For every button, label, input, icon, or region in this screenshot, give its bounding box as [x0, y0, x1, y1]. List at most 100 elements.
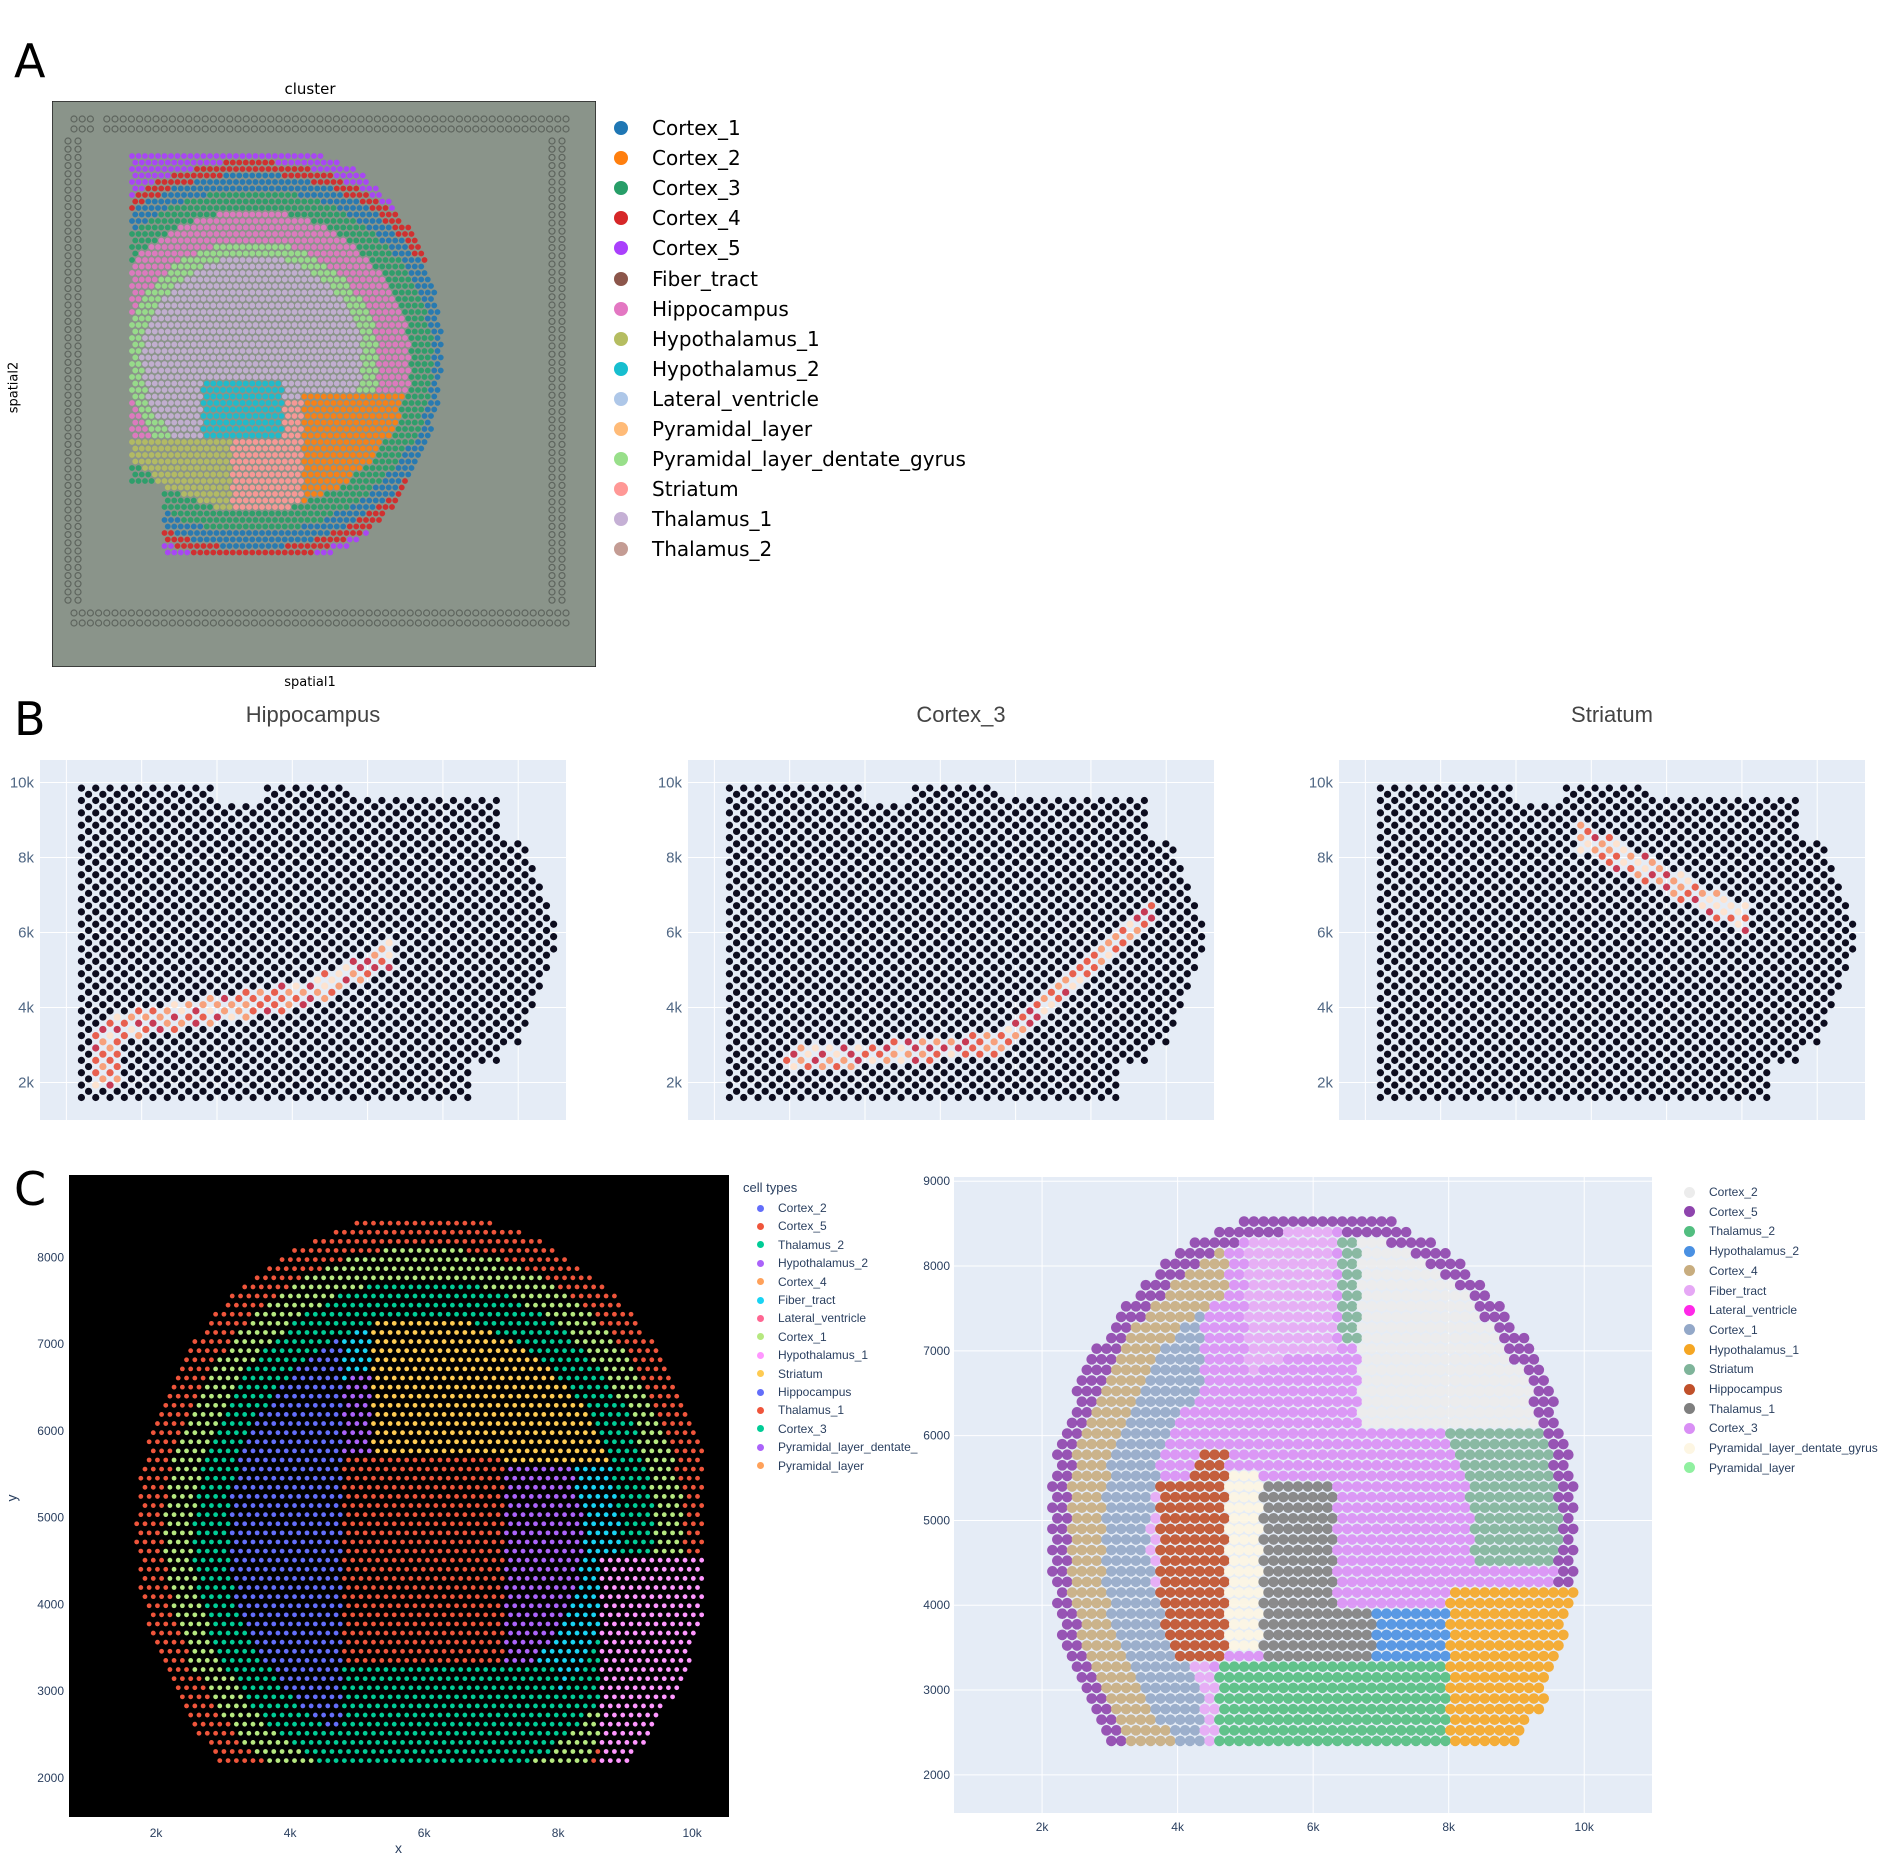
subplot-striatum: 20003000400050006000700080002k4k6k8k10k	[1299, 750, 1865, 1130]
legend-swatch	[1684, 1226, 1695, 1237]
legend-label: Thalamus_2	[652, 537, 772, 561]
legend-item-a: Cortex_5	[614, 236, 741, 260]
legend-label: Cortex_1	[1709, 1323, 1758, 1337]
legend-swatch	[1684, 1443, 1695, 1454]
y-tick-label: 8000	[923, 1259, 950, 1273]
legend-swatch	[614, 302, 628, 316]
legend-item-c-right: Thalamus_1	[1684, 1402, 1775, 1416]
legend-swatch	[1684, 1206, 1695, 1217]
legend-item-a: Pyramidal_layer	[614, 417, 812, 441]
x-tick-label: 6000	[1650, 1127, 1683, 1130]
legend-item-c-left: Hypothalamus_1	[757, 1348, 868, 1362]
legend-label: Striatum	[778, 1367, 823, 1381]
legend-item-c-right: Hypothalamus_2	[1684, 1244, 1799, 1258]
legend-label: Lateral_ventricle	[652, 387, 819, 411]
legend-item-c-left: Lateral_ventricle	[757, 1311, 866, 1325]
legend-label: Pyramidal_layer_dentate_gyrus	[1709, 1441, 1878, 1455]
legend-item-c-right: Hippocampus	[1684, 1382, 1782, 1396]
panel-a-title: cluster	[240, 80, 380, 98]
legend-swatch	[614, 362, 628, 376]
legend-label: Thalamus_2	[778, 1238, 844, 1252]
y-tick-label: 6k	[18, 925, 34, 942]
subplot-hippocampus: 20003000400050006000700080002k4k6k8k10k	[0, 750, 566, 1130]
legend-label: Striatum	[652, 477, 739, 501]
legend-item-c-right: Thalamus_2	[1684, 1224, 1775, 1238]
legend-label: Cortex_5	[1709, 1205, 1758, 1219]
legend-label: Cortex_5	[652, 236, 741, 260]
legend-label: Cortex_1	[778, 1330, 827, 1344]
legend-label: Pyramidal_layer	[652, 417, 812, 441]
legend-swatch	[614, 241, 628, 255]
legend-swatch	[1684, 1423, 1695, 1434]
legend-swatch	[757, 1462, 764, 1469]
legend-swatch	[757, 1297, 764, 1304]
legend-item-c-left: Cortex_3	[757, 1422, 827, 1436]
panel-c-left-ylabel: y	[4, 1495, 20, 1502]
x-tick-label: 7000	[1725, 1127, 1758, 1130]
y-tick-label: 4000	[37, 1597, 64, 1611]
legend-item-c-right: Cortex_2	[1684, 1185, 1758, 1199]
legend-swatch	[614, 151, 628, 165]
y-tick-label: 10k	[658, 775, 683, 792]
x-tick-label: 10k	[1575, 1820, 1595, 1834]
legend-swatch	[757, 1389, 764, 1396]
legend-swatch	[1684, 1265, 1695, 1276]
legend-item-c-right: Fiber_tract	[1684, 1284, 1766, 1298]
legend-label: Thalamus_2	[1709, 1224, 1775, 1238]
legend-swatch	[757, 1407, 764, 1414]
legend-label: Cortex_2	[652, 146, 741, 170]
legend-item-c-left: Pyramidal_layer	[757, 1459, 864, 1473]
y-tick-label: 4k	[1317, 1000, 1333, 1017]
y-tick-label: 6k	[1317, 925, 1333, 942]
legend-item-a: Cortex_3	[614, 176, 741, 200]
y-tick-label: 2k	[18, 1075, 34, 1092]
legend-label: Lateral_ventricle	[1709, 1303, 1797, 1317]
legend-item-c-right: Lateral_ventricle	[1684, 1303, 1797, 1317]
x-tick-label: 4000	[1499, 1127, 1532, 1130]
legend-swatch	[614, 452, 628, 466]
y-tick-label: 7000	[37, 1337, 64, 1351]
legend-label: Hypothalamus_2	[1709, 1244, 1799, 1258]
legend-label: Cortex_4	[1709, 1264, 1758, 1278]
y-tick-label: 7000	[923, 1344, 950, 1358]
legend-item-c-right: Cortex_5	[1684, 1205, 1758, 1219]
y-tick-label: 3000	[37, 1684, 64, 1698]
legend-label: Pyramidal_layer_dentate_	[778, 1440, 917, 1454]
legend-swatch	[757, 1352, 764, 1359]
x-tick-label: 6k	[418, 1826, 432, 1840]
legend-label: Fiber_tract	[1709, 1284, 1766, 1298]
legend-item-a: Hypothalamus_2	[614, 357, 820, 381]
legend-swatch	[614, 332, 628, 346]
legend-label: Cortex_2	[778, 1201, 827, 1215]
y-tick-label: 9000	[923, 1174, 950, 1188]
panel-a-xlabel: spatial1	[250, 675, 370, 690]
x-tick-label: 8000	[502, 1127, 535, 1130]
legend-item-c-right: Pyramidal_layer_dentate_gyrus	[1684, 1441, 1878, 1455]
x-tick-label: 2k	[1036, 1820, 1050, 1834]
x-tick-label: 2000	[50, 1127, 83, 1130]
legend-item-c-right: Striatum	[1684, 1362, 1754, 1376]
legend-item-c-right: Pyramidal_layer	[1684, 1461, 1795, 1475]
legend-swatch	[614, 422, 628, 436]
x-tick-label: 4k	[284, 1826, 298, 1840]
legend-item-c-left: Thalamus_1	[757, 1403, 844, 1417]
legend-swatch	[757, 1241, 764, 1248]
legend-swatch	[1684, 1285, 1695, 1296]
legend-label: Pyramidal_layer_dentate_gyrus	[652, 447, 966, 471]
legend-item-a: Hypothalamus_1	[614, 327, 820, 351]
legend-label: Cortex_2	[1709, 1185, 1758, 1199]
legend-label: Cortex_4	[652, 206, 741, 230]
legend-label: Hypothalamus_1	[778, 1348, 868, 1362]
x-tick-label: 4k	[1171, 1820, 1185, 1834]
y-tick-label: 10k	[1309, 775, 1334, 792]
legend-label: Hypothalamus_2	[652, 357, 820, 381]
legend-label: Pyramidal_layer	[778, 1459, 864, 1473]
legend-swatch	[757, 1205, 764, 1212]
legend-swatch	[1684, 1324, 1695, 1335]
y-tick-label: 4k	[666, 1000, 682, 1017]
legend-swatch	[757, 1223, 764, 1230]
panel-a-tissue-image	[52, 101, 596, 667]
